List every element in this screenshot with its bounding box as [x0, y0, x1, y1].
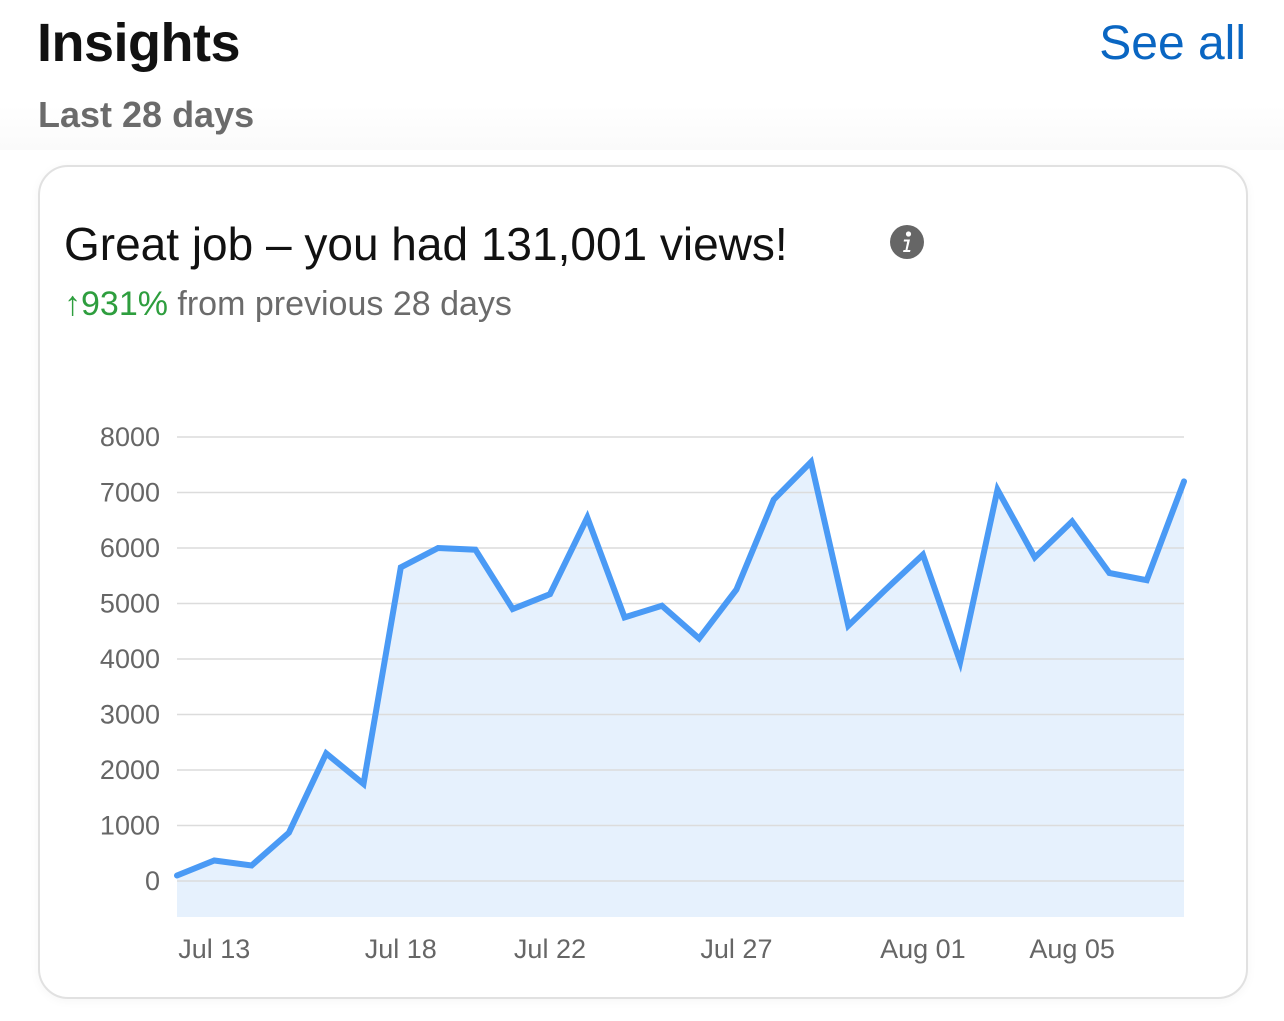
- change-summary: ↑931% from previous 28 days: [64, 285, 512, 324]
- x-tick-label: Aug 01: [880, 934, 966, 964]
- y-tick-label: 3000: [100, 700, 160, 730]
- views-card: Great job – you had 131,001 views! ↑931%…: [38, 165, 1248, 999]
- x-tick-label: Aug 05: [1029, 934, 1115, 964]
- y-tick-label: 0: [145, 866, 160, 896]
- views-line: [174, 456, 1187, 879]
- change-percent: ↑931%: [64, 285, 168, 323]
- x-tick-label: Jul 22: [514, 934, 586, 964]
- views-headline: Great job – you had 131,001 views!: [64, 218, 788, 270]
- y-tick-label: 8000: [100, 422, 160, 452]
- insights-header: Insights See all Last 28 days: [0, 0, 1284, 150]
- info-icon[interactable]: [890, 225, 924, 259]
- x-tick-label: Jul 13: [178, 934, 250, 964]
- y-tick-label: 1000: [100, 811, 160, 841]
- y-tick-label: 5000: [100, 589, 160, 619]
- y-tick-label: 7000: [100, 478, 160, 508]
- x-tick-label: Jul 27: [700, 934, 772, 964]
- y-tick-label: 4000: [100, 644, 160, 674]
- x-tick-label: Jul 18: [365, 934, 437, 964]
- y-tick-label: 6000: [100, 533, 160, 563]
- change-text: from previous 28 days: [167, 285, 512, 323]
- chart-gridlines: [177, 436, 1184, 882]
- views-chart: 0 1000 2000 3000 4000 5000 6000 7000 8000 Jul 13…: [100, 422, 1187, 964]
- views-area: [177, 462, 1184, 917]
- see-all-link[interactable]: See all: [1099, 17, 1246, 70]
- y-tick-label: 2000: [100, 755, 160, 785]
- page-title: Insights: [37, 13, 241, 73]
- chart-x-axis: Jul 13 Jul 18 Jul 22 Jul 27 Aug 01 Aug 05: [178, 934, 1115, 964]
- period-label: Last 28 days: [38, 94, 255, 135]
- chart-y-axis: 0 1000 2000 3000 4000 5000 6000 7000 8000: [100, 422, 160, 896]
